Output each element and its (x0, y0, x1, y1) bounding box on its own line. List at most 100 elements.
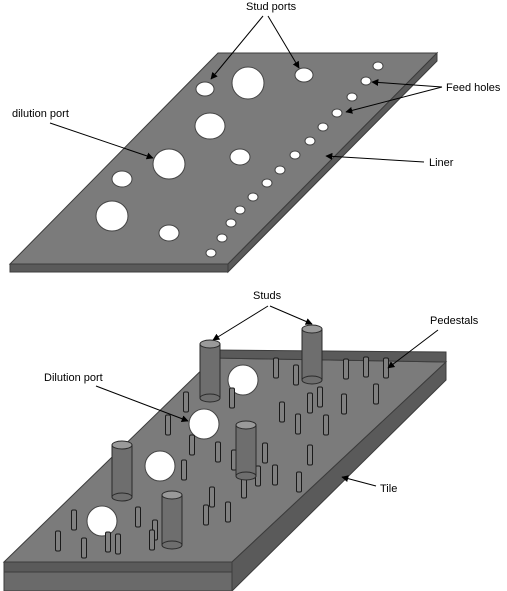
label-dilution-port: dilution port (12, 108, 69, 120)
pedestal (341, 393, 347, 415)
dilution-port-hole (152, 148, 186, 180)
pedestal (293, 364, 299, 386)
dilution-port-hole (188, 408, 220, 440)
leader-feed-holes-upper (371, 78, 443, 88)
feed-hole (289, 150, 301, 160)
dilution-port-hole (95, 200, 129, 232)
feed-hole (216, 233, 228, 243)
feed-hole (205, 248, 217, 258)
stud-body (235, 424, 257, 477)
pedestals (55, 356, 389, 559)
pedestal (307, 444, 313, 466)
leader-stud-ports-right (267, 15, 300, 69)
stud-cap (161, 490, 183, 500)
stud-port-hole (231, 66, 265, 100)
tile-dilution-ports (86, 364, 259, 537)
feed-hole (360, 76, 372, 86)
stud-port-hole (195, 81, 215, 97)
dilution-port-hole (86, 505, 118, 537)
stud-port-hole (294, 67, 314, 83)
pedestal (295, 413, 301, 435)
stud-base (301, 375, 323, 385)
pedestal (363, 356, 369, 378)
leader-studs-right (269, 305, 313, 325)
label-stud-ports: Stud ports (246, 1, 297, 13)
stud-port-hole (229, 148, 251, 166)
pedestal (55, 530, 61, 552)
pedestal (189, 434, 195, 456)
pedestal (203, 504, 209, 526)
feed-hole (274, 165, 286, 175)
tile-studs (111, 324, 323, 550)
pedestal (229, 387, 235, 409)
tile-front-rail (3, 561, 233, 573)
pedestal (209, 486, 215, 508)
label-feed-holes: Feed holes (446, 82, 501, 94)
pedestal (272, 464, 278, 486)
feed-hole (247, 192, 259, 202)
pedestal (165, 414, 171, 436)
pedestal (115, 533, 121, 555)
leader-dilution-port-tile (95, 385, 189, 423)
label-dilution-port-tile: Dilution port (44, 372, 103, 384)
leader-studs-left (212, 305, 269, 341)
leader-stud-ports-left (210, 15, 264, 80)
tile-right-edge (231, 360, 447, 591)
stud-base (111, 492, 133, 502)
stud-body (301, 328, 323, 381)
stud (199, 339, 221, 403)
stud-port-hole (111, 170, 133, 188)
leader-pedestals (387, 329, 439, 369)
stud-cap (199, 339, 221, 349)
pedestal (215, 441, 221, 463)
stud-body (111, 444, 133, 498)
tile-plate (2, 349, 448, 591)
label-studs: Studs (253, 290, 282, 302)
pedestal (149, 529, 155, 551)
dilution-port-hole (194, 112, 226, 140)
stud-port-hole (158, 224, 180, 242)
dilution-port-hole (227, 364, 259, 396)
leader-feed-holes-lower (345, 86, 443, 114)
feed-hole (234, 205, 246, 215)
pedestal (273, 357, 279, 379)
label-tile: Tile (380, 483, 397, 495)
feed-hole (372, 61, 384, 71)
pedestal (383, 357, 389, 379)
stud-body (199, 343, 221, 399)
stud (301, 324, 323, 385)
leader-tile (341, 475, 377, 487)
leader-liner (325, 152, 425, 163)
feed-hole (331, 108, 343, 118)
liner-right-edge (227, 51, 438, 274)
pedestal (241, 477, 247, 499)
feed-hole (304, 136, 316, 146)
stud-base (199, 393, 221, 403)
feed-hole (346, 92, 358, 102)
pedestal (262, 442, 268, 464)
tile-top-surface (2, 357, 448, 563)
stud-base (161, 540, 183, 550)
pedestal (317, 386, 323, 408)
leader-dilution-port (49, 122, 154, 160)
pedestal (373, 383, 379, 405)
pedestal (81, 537, 87, 559)
pedestal (181, 459, 187, 481)
pedestal (279, 401, 285, 423)
label-pedestals: Pedestals (430, 315, 479, 327)
liner-annotations: Stud ports Feed holes dilution port Line… (12, 1, 501, 169)
pedestal (183, 391, 189, 413)
stud-body (161, 494, 183, 546)
pedestal (343, 358, 349, 380)
stud (235, 420, 257, 481)
stud-cap (111, 440, 133, 450)
stud-base (235, 471, 257, 481)
pedestal (105, 531, 111, 553)
feed-hole (317, 122, 329, 132)
feed-hole (261, 178, 273, 188)
stud-cap (235, 420, 257, 430)
pedestal (71, 509, 77, 531)
pedestal (307, 392, 313, 414)
dilution-port-hole (144, 450, 176, 482)
label-liner: Liner (429, 157, 454, 169)
